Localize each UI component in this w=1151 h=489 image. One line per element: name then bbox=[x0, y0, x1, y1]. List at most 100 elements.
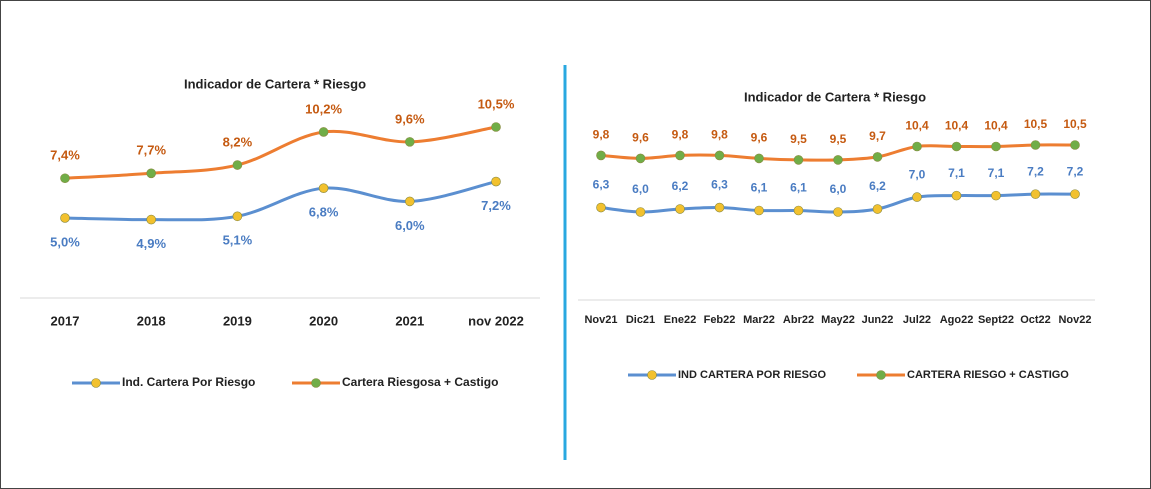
point-marker bbox=[404, 137, 415, 147]
point-marker bbox=[833, 207, 843, 217]
data-label: 7,7% bbox=[136, 143, 166, 158]
data-label: 7,1 bbox=[948, 166, 965, 180]
point-marker bbox=[675, 150, 685, 161]
point-marker bbox=[318, 183, 329, 193]
data-label: 8,2% bbox=[223, 134, 253, 149]
series-line bbox=[64, 180, 497, 222]
data-label: 4,9% bbox=[136, 236, 166, 251]
data-label: 10,2% bbox=[305, 101, 342, 116]
data-label: 6,0 bbox=[830, 182, 847, 196]
chart-title: Indicador de Cartera * Riesgo bbox=[184, 76, 366, 91]
legend-label: IND CARTERA POR RIESGO bbox=[678, 369, 827, 381]
point-marker bbox=[754, 153, 764, 164]
data-label: 9,5 bbox=[790, 132, 807, 146]
point-marker bbox=[60, 213, 70, 223]
point-marker bbox=[754, 205, 764, 216]
data-label: 10,4 bbox=[905, 119, 929, 133]
point-marker bbox=[491, 176, 501, 187]
x-tick-label: Jun22 bbox=[862, 314, 894, 326]
point-marker bbox=[635, 207, 646, 217]
point-marker bbox=[872, 204, 883, 214]
x-tick-label: 2018 bbox=[137, 313, 166, 328]
x-tick-label: Mar22 bbox=[743, 314, 775, 326]
x-tick-label: Dic21 bbox=[626, 314, 655, 326]
point-marker bbox=[596, 202, 606, 213]
data-label: 6,2 bbox=[672, 179, 689, 193]
x-tick-label: May22 bbox=[821, 314, 855, 326]
data-label: 6,2 bbox=[869, 179, 886, 193]
x-tick-label: 2021 bbox=[395, 313, 424, 328]
point-marker bbox=[1030, 189, 1041, 199]
point-marker bbox=[1070, 189, 1080, 199]
legend-label: Cartera Riesgosa + Castigo bbox=[342, 375, 498, 389]
point-marker bbox=[1030, 140, 1041, 150]
data-label: 10,4 bbox=[945, 119, 969, 133]
point-marker bbox=[404, 196, 415, 207]
data-label: 9,7 bbox=[869, 129, 886, 143]
data-label: 7,2 bbox=[1027, 164, 1044, 178]
legend-label: Ind. Cartera Por Riesgo bbox=[122, 375, 255, 389]
x-tick-label: Jul22 bbox=[903, 314, 931, 326]
point-marker bbox=[491, 122, 501, 132]
point-marker bbox=[232, 211, 243, 222]
point-marker bbox=[991, 141, 1001, 152]
point-marker bbox=[912, 192, 922, 202]
data-label: 6,3 bbox=[593, 178, 610, 192]
legend-label: CARTERA RIESGO + CASTIGO bbox=[907, 369, 1069, 381]
data-label: 6,0% bbox=[395, 218, 425, 233]
data-label: 6,1 bbox=[751, 181, 768, 195]
point-marker bbox=[146, 214, 156, 225]
point-marker bbox=[793, 205, 804, 216]
x-tick-label: Nov21 bbox=[584, 314, 617, 326]
data-label: 9,6% bbox=[395, 111, 425, 126]
point-marker bbox=[912, 141, 922, 152]
point-marker bbox=[60, 173, 70, 184]
data-label: 9,6 bbox=[751, 131, 768, 145]
x-tick-label: Ago22 bbox=[940, 314, 974, 326]
point-marker bbox=[596, 150, 606, 161]
data-label: 10,5% bbox=[478, 96, 515, 111]
x-tick-label: Nov22 bbox=[1058, 314, 1091, 326]
point-marker bbox=[714, 150, 725, 161]
point-marker bbox=[146, 168, 156, 179]
x-tick-label: Feb22 bbox=[704, 314, 736, 326]
series-line bbox=[64, 125, 497, 180]
point-marker bbox=[951, 190, 962, 201]
data-label: 7,2% bbox=[481, 198, 511, 213]
point-marker bbox=[1070, 140, 1080, 150]
point-marker bbox=[833, 155, 843, 165]
data-label: 6,3 bbox=[711, 178, 728, 192]
x-tick-label: 2019 bbox=[223, 313, 252, 328]
x-tick-label: Abr22 bbox=[783, 314, 814, 326]
data-label: 6,0 bbox=[632, 182, 649, 196]
x-tick-label: Sept22 bbox=[978, 314, 1014, 326]
point-marker bbox=[232, 160, 243, 170]
data-label: 9,8 bbox=[593, 128, 610, 142]
point-marker bbox=[951, 141, 962, 152]
legend-marker bbox=[876, 370, 886, 380]
point-marker bbox=[991, 190, 1001, 201]
point-marker bbox=[714, 202, 725, 213]
point-marker bbox=[635, 153, 646, 164]
data-label: 7,1 bbox=[988, 166, 1005, 180]
legend-marker bbox=[311, 378, 321, 388]
data-label: 9,5 bbox=[830, 132, 847, 146]
data-label: 10,5 bbox=[1063, 117, 1087, 131]
legend-marker bbox=[91, 378, 101, 388]
data-label: 9,8 bbox=[711, 128, 728, 142]
x-tick-label: 2020 bbox=[309, 313, 338, 328]
x-tick-label: nov 2022 bbox=[468, 313, 524, 328]
chart-title: Indicador de Cartera * Riesgo bbox=[744, 89, 926, 104]
data-label: 7,0 bbox=[909, 167, 926, 181]
data-label: 7,4% bbox=[50, 148, 80, 163]
point-marker bbox=[793, 155, 804, 165]
point-marker bbox=[318, 127, 329, 137]
point-marker bbox=[872, 152, 883, 162]
data-label: 5,1% bbox=[223, 233, 253, 248]
data-label: 7,2 bbox=[1067, 164, 1084, 178]
data-label: 10,4 bbox=[984, 119, 1008, 133]
data-label: 6,1 bbox=[790, 181, 807, 195]
data-label: 9,6 bbox=[632, 131, 649, 145]
